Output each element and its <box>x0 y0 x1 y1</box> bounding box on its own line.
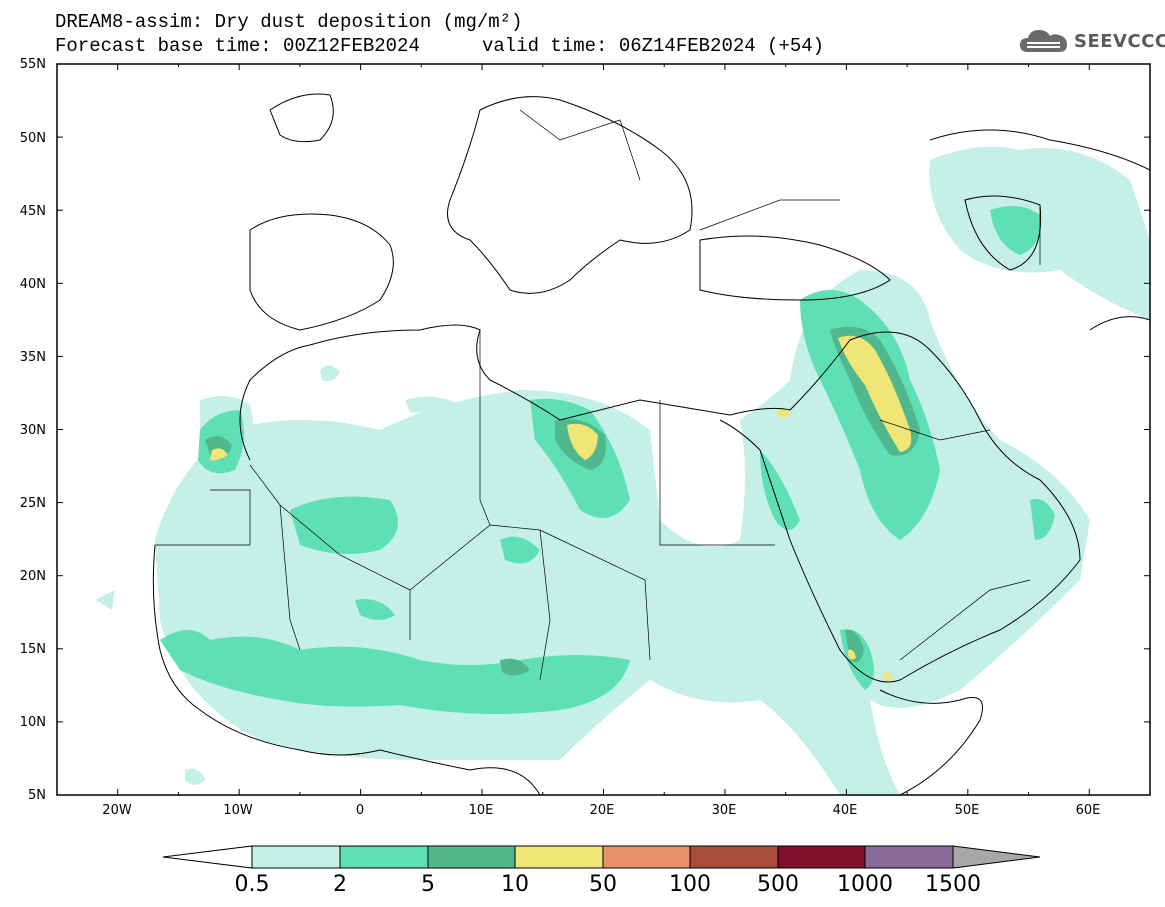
lon-label: 50E <box>955 803 980 818</box>
colorbar-label: 500 <box>757 872 799 897</box>
lon-label: 10W <box>223 803 253 818</box>
lat-label: 10N <box>20 715 46 730</box>
colorbar-segment <box>251 845 341 869</box>
lat-label: 55N <box>20 57 46 72</box>
colorbar-label: 2 <box>333 872 347 897</box>
lat-label: 25N <box>20 496 46 511</box>
colorbar-label: 5 <box>421 872 435 897</box>
colorbar-segment <box>864 845 954 869</box>
colorbar-segment <box>689 845 779 869</box>
lon-label: 40E <box>833 803 858 818</box>
colorbar: 0.5 2 5 10 50 100 500 1000 1500 <box>162 845 1041 897</box>
colorbar-label: 0.5 <box>235 872 270 897</box>
lat-label: 15N <box>20 642 46 657</box>
colorbar-over-arrow <box>952 845 1041 869</box>
lat-label: 5N <box>28 788 46 803</box>
lon-label: 60E <box>1076 803 1101 818</box>
colorbar-label: 50 <box>589 872 617 897</box>
lat-label: 45N <box>20 204 46 219</box>
borders <box>155 109 1041 681</box>
colorbar-segment <box>602 845 691 869</box>
lon-label: 20E <box>590 803 615 818</box>
valid-time: valid time: 06Z14FEB2024 (+54) <box>482 35 825 57</box>
cloud-icon <box>1020 30 1067 52</box>
axis-ticks <box>56 63 1151 796</box>
forecast-base-time: Forecast base time: 00Z12FEB2024 <box>55 35 420 57</box>
colorbar-under-arrow <box>162 845 253 869</box>
colorbar-label: 100 <box>669 872 711 897</box>
lon-label: 30E <box>712 803 737 818</box>
deposition-level-10 <box>210 335 912 682</box>
lat-label: 35N <box>20 350 46 365</box>
colorbar-label: 10 <box>501 872 529 897</box>
map-title: DREAM8-assim: Dry dust deposition (mg/m²… <box>55 11 523 33</box>
lon-label: 0 <box>356 803 364 818</box>
latitude-labels: 55N 50N 45N 40N 35N 30N 25N 20N 15N 10N … <box>20 57 46 803</box>
colorbar-segment <box>427 845 516 869</box>
colorbar-segment <box>514 845 604 869</box>
logo-text: SEEVCCC <box>1074 30 1165 52</box>
dust-field <box>95 146 1150 795</box>
deposition-level-0-5 <box>95 146 1150 795</box>
coastlines <box>152 93 1150 795</box>
colorbar-label: 1500 <box>925 872 981 897</box>
lat-label: 30N <box>20 423 46 438</box>
lon-label: 10E <box>469 803 494 818</box>
seevccc-logo: SEEVCCC <box>1018 26 1165 56</box>
colorbar-label: 1000 <box>837 872 893 897</box>
longitude-labels: 20W 10W 0 10E 20E 30E 40E 50E 60E <box>102 803 1100 818</box>
lat-label: 20N <box>20 569 46 584</box>
lon-label: 20W <box>102 803 132 818</box>
lat-label: 40N <box>20 277 46 292</box>
lat-label: 50N <box>20 131 46 146</box>
colorbar-segment <box>777 845 866 869</box>
colorbar-segment <box>339 845 429 869</box>
